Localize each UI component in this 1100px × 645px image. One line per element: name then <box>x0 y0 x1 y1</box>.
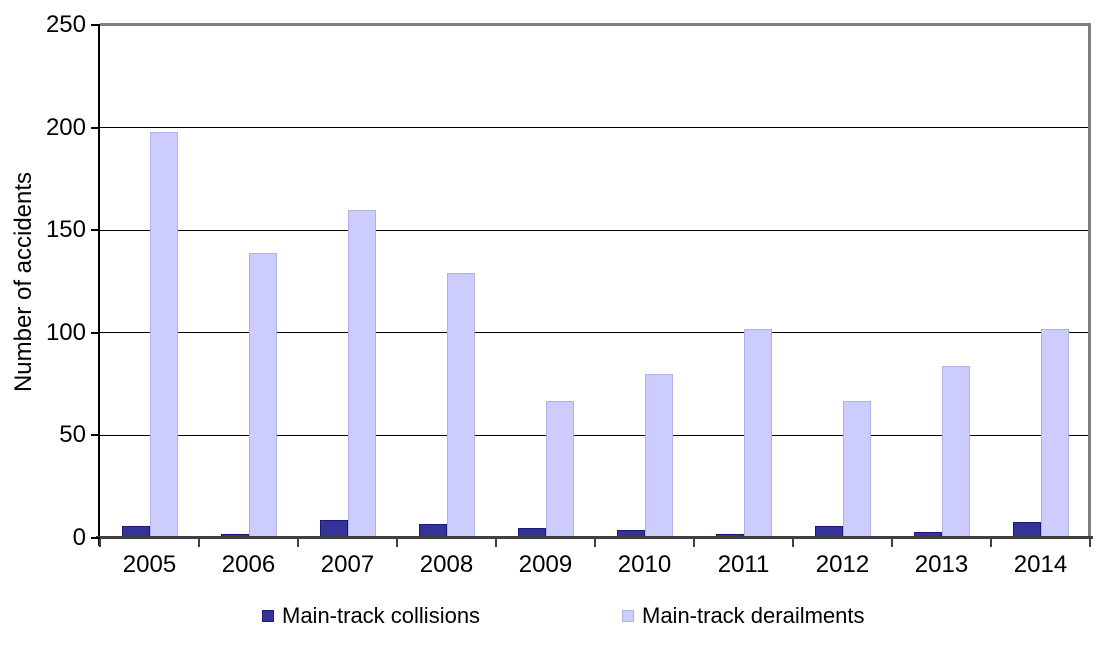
bar-2007-derailments <box>347 209 376 538</box>
plot-border-top <box>100 23 1091 26</box>
gridline-100 <box>100 332 1090 334</box>
x-tick-0 <box>99 539 101 547</box>
x-tick-label-2014: 2014 <box>1013 551 1068 578</box>
x-tick-5 <box>594 539 596 547</box>
plot-area <box>100 25 1090 538</box>
y-tick-label-0: 0 <box>72 524 86 551</box>
gridline-200 <box>100 127 1090 129</box>
y-tick-label-250: 250 <box>45 11 86 38</box>
x-tick-8 <box>891 539 893 547</box>
derailments-swatch-icon <box>622 610 634 622</box>
x-tick-9 <box>990 539 992 547</box>
legend-item-derailments: Main-track derailments <box>622 602 865 630</box>
x-tick-10 <box>1089 539 1091 547</box>
bar-2013-derailments <box>941 365 970 538</box>
y-tick-200 <box>91 126 100 129</box>
bar-2008-derailments <box>446 273 475 538</box>
x-tick-label-2008: 2008 <box>419 551 474 578</box>
x-tick-label-2006: 2006 <box>221 551 276 578</box>
y-tick-0 <box>91 537 100 539</box>
y-tick-150 <box>91 229 100 232</box>
x-tick-label-2011: 2011 <box>717 551 770 578</box>
x-tick-label-2013: 2013 <box>914 551 969 578</box>
x-tick-label-2007: 2007 <box>320 551 375 578</box>
x-tick-2 <box>297 539 299 547</box>
bar-2012-derailments <box>842 400 871 538</box>
bar-2014-derailments <box>1040 328 1069 538</box>
bar-2009-derailments <box>545 400 574 538</box>
y-tick-label-50: 50 <box>59 421 86 449</box>
plot-border-right <box>1088 23 1091 538</box>
bar-2010-derailments <box>644 373 673 538</box>
gridline-150 <box>100 229 1090 231</box>
x-tick-4 <box>495 539 497 547</box>
x-tick-label-2009: 2009 <box>518 551 573 578</box>
gridline-50 <box>100 434 1090 436</box>
legend-label-derailments: Main-track derailments <box>642 603 865 628</box>
bar-2006-derailments <box>248 252 277 538</box>
collisions-swatch-icon <box>262 610 274 622</box>
x-tick-3 <box>396 539 398 547</box>
legend-item-collisions: Main-track collisions <box>262 602 480 630</box>
y-tick-50 <box>91 434 100 437</box>
y-axis-title: Number of accidents <box>10 171 37 393</box>
legend: Main-track collisions Main-track derailm… <box>0 602 1100 632</box>
y-tick-label-100: 100 <box>45 318 86 346</box>
x-tick-label-2005: 2005 <box>122 551 177 578</box>
y-axis-line <box>98 25 100 546</box>
x-tick-1 <box>198 539 200 547</box>
x-tick-7 <box>792 539 794 547</box>
legend-label-collisions: Main-track collisions <box>282 603 481 628</box>
bar-2011-derailments <box>743 328 772 538</box>
x-tick-label-2010: 2010 <box>617 551 672 578</box>
y-tick-label-150: 150 <box>45 216 86 244</box>
y-tick-250 <box>91 24 100 26</box>
y-tick-100 <box>91 331 100 334</box>
y-tick-label-200: 200 <box>45 113 86 141</box>
x-tick-label-2012: 2012 <box>815 551 870 578</box>
bar-2005-derailments <box>149 131 178 538</box>
x-axis-line <box>96 536 1093 539</box>
x-tick-6 <box>693 539 695 547</box>
